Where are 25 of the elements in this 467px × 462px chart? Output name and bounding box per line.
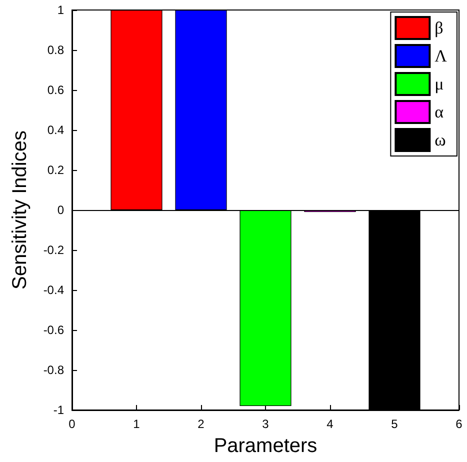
y-tick-label: 1: [57, 3, 64, 17]
x-tick-label: 4: [326, 417, 334, 431]
y-tick-label: -0.4: [43, 283, 64, 297]
x-tick-label: 1: [133, 417, 140, 431]
legend-label: Λ: [434, 46, 448, 66]
x-axis-title: Parameters: [214, 435, 318, 457]
y-tick-label: 0.2: [47, 163, 64, 177]
legend-label: β: [434, 18, 444, 38]
legend-label: μ: [434, 74, 444, 94]
x-tick-label: 5: [391, 417, 398, 431]
y-tick-label: -1: [53, 403, 64, 417]
y-tick-label: 0.8: [47, 43, 64, 57]
y-tick-label: -0.6: [43, 323, 64, 337]
y-tick-label: -0.2: [43, 243, 64, 257]
y-tick-label: 0.6: [47, 83, 64, 97]
x-tick-label: 3: [262, 417, 270, 431]
y-tick-label: 0.4: [47, 123, 64, 137]
x-tick-label: 6: [456, 417, 463, 431]
legend-label: ω: [434, 130, 446, 150]
y-axis-title: Sensitivity Indices: [9, 130, 31, 290]
y-tick-label: -0.8: [43, 363, 64, 377]
y-tick-label: 0: [57, 203, 64, 217]
x-tick-label: 0: [68, 417, 76, 431]
x-tick-label: 2: [198, 417, 205, 431]
legend-label: α: [434, 102, 444, 122]
